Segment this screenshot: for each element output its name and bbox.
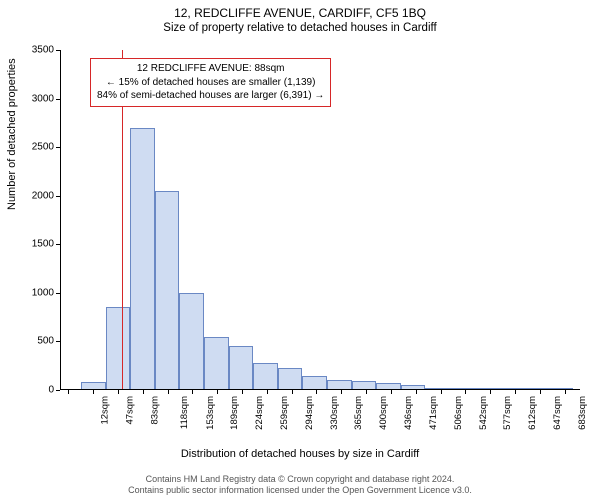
annotation-line: 12 REDCLIFFE AVENUE: 88sqm [97, 62, 324, 76]
x-tick-mark [515, 390, 516, 394]
page-title: 12, REDCLIFFE AVENUE, CARDIFF, CF5 1BQ [0, 0, 600, 20]
x-tick-mark [168, 390, 169, 394]
histogram-bar [253, 363, 278, 390]
histogram-bar [130, 128, 155, 390]
x-tick-mark [391, 390, 392, 394]
y-tick-label: 3000 [18, 93, 54, 104]
x-tick-mark [540, 390, 541, 394]
x-tick-label: 118sqm [179, 396, 190, 429]
x-tick-label: 471sqm [428, 396, 439, 430]
x-tick-label: 12sqm [100, 396, 111, 425]
x-tick-label: 83sqm [150, 396, 161, 425]
x-tick-label: 436sqm [403, 396, 414, 430]
x-tick-label: 365sqm [353, 396, 364, 430]
annotation-box: 12 REDCLIFFE AVENUE: 88sqm← 15% of detac… [90, 58, 331, 107]
footnote-line: Contains HM Land Registry data © Crown c… [0, 474, 600, 485]
x-tick-mark [416, 390, 417, 394]
x-tick-label: 612sqm [527, 396, 538, 430]
x-tick-label: 47sqm [125, 396, 136, 425]
x-tick-label: 683sqm [577, 396, 588, 430]
x-tick-label: 259sqm [279, 396, 290, 430]
histogram-bar [302, 376, 327, 390]
y-tick-label: 1000 [18, 287, 54, 298]
y-tick-label: 2500 [18, 142, 54, 153]
x-tick-mark [93, 390, 94, 394]
x-tick-label: 153sqm [204, 396, 215, 430]
y-tick-label: 500 [18, 336, 54, 347]
x-tick-mark [441, 390, 442, 394]
y-tick-label: 1500 [18, 239, 54, 250]
x-axis-line [60, 389, 580, 390]
annotation-line: 84% of semi-detached houses are larger (… [97, 89, 324, 103]
footnote-line: Contains public sector information licen… [0, 485, 600, 496]
footnote: Contains HM Land Registry data © Crown c… [0, 474, 600, 497]
x-axis-label: Distribution of detached houses by size … [0, 448, 600, 460]
x-tick-label: 647sqm [552, 396, 563, 430]
x-tick-mark [565, 390, 566, 394]
x-tick-label: 542sqm [477, 396, 488, 430]
histogram-bar [179, 293, 204, 390]
x-tick-mark [217, 390, 218, 394]
x-tick-label: 400sqm [378, 396, 389, 430]
histogram-bar [229, 346, 254, 390]
x-tick-mark [341, 390, 342, 394]
x-tick-mark [192, 390, 193, 394]
x-tick-label: 224sqm [254, 396, 265, 430]
histogram-bar [204, 337, 229, 390]
y-tick-label: 3500 [18, 45, 54, 56]
page-subtitle: Size of property relative to detached ho… [0, 20, 600, 38]
y-tick-label: 0 [18, 385, 54, 396]
histogram-bar [278, 368, 303, 390]
x-tick-mark [292, 390, 293, 394]
x-tick-mark [68, 390, 69, 394]
x-tick-mark [316, 390, 317, 394]
y-axis-label: Number of detached properties [6, 58, 18, 210]
histogram-chart: 050010001500200025003000350012sqm47sqm83… [60, 50, 580, 390]
x-tick-label: 294sqm [304, 396, 315, 430]
histogram-bar [155, 191, 180, 390]
y-tick-label: 2000 [18, 190, 54, 201]
x-tick-mark [366, 390, 367, 394]
x-tick-label: 577sqm [502, 396, 513, 430]
histogram-bar [106, 307, 131, 390]
x-tick-mark [143, 390, 144, 394]
x-tick-label: 330sqm [328, 396, 339, 430]
x-tick-mark [242, 390, 243, 394]
x-tick-mark [267, 390, 268, 394]
x-tick-label: 506sqm [453, 396, 464, 430]
y-axis-line [60, 50, 61, 390]
x-tick-mark [490, 390, 491, 394]
x-tick-mark [465, 390, 466, 394]
x-tick-label: 189sqm [229, 396, 240, 430]
x-tick-mark [118, 390, 119, 394]
y-tick-mark [56, 390, 60, 391]
annotation-line: ← 15% of detached houses are smaller (1,… [97, 76, 324, 90]
